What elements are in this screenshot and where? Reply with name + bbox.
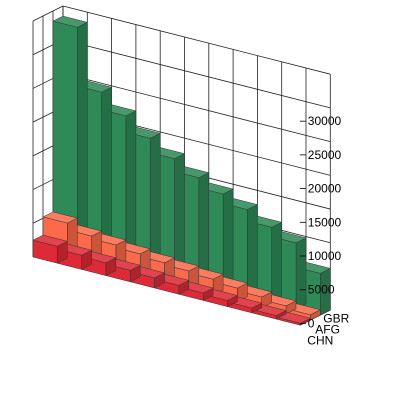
grid-line (62, 5, 331, 75)
z-tick-label: 5000 (308, 283, 335, 297)
z-tick-label: 20000 (308, 182, 342, 196)
grid-line (32, 5, 64, 22)
z-tick-label: 0 (308, 316, 315, 330)
grid-line (62, 39, 331, 109)
z-tick-label: 25000 (308, 148, 342, 162)
depth-label-gbr: GBR (323, 312, 349, 326)
z-tick-label: 30000 (308, 114, 342, 128)
depth-label-afg: AFG (315, 323, 340, 337)
z-tick-label: 15000 (308, 215, 342, 229)
grid-line (62, 73, 331, 143)
z-tick-label: 10000 (308, 249, 342, 263)
bar-chn-0 (32, 234, 69, 264)
depth-label-chn: CHN (307, 334, 333, 348)
bar-layer (32, 15, 332, 326)
